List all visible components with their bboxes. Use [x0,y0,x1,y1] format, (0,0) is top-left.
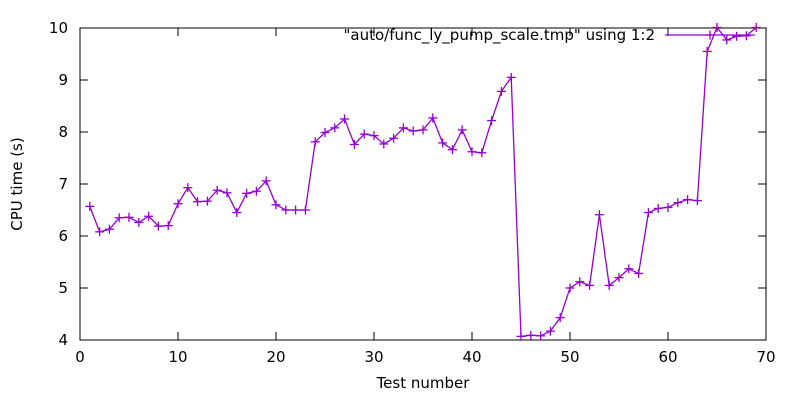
y-tick-label: 9 [58,71,68,89]
y-tick-label: 7 [58,175,68,193]
y-tick-label: 6 [58,227,68,245]
x-tick-label: 10 [168,348,187,366]
legend-entry-label: "auto/func_ly_pump_scale.tmp" using 1:2 [344,26,655,45]
x-tick-label: 50 [560,348,579,366]
y-axis-ticks: 4 5 6 7 8 9 10 [49,19,766,349]
legend-sample-marker [705,30,715,40]
legend: "auto/func_ly_pump_scale.tmp" using 1:2 [344,26,755,45]
axis-border [79,27,767,341]
x-tick-label: 30 [364,348,383,366]
x-tick-label: 20 [266,348,285,366]
y-tick-label: 4 [58,331,68,349]
x-tick-label: 0 [75,348,85,366]
y-axis-title: CPU time (s) [8,137,26,230]
x-axis-ticks: 0 10 20 30 40 50 60 70 [75,28,776,366]
series-markers [85,22,761,341]
y-tick-label: 5 [58,279,68,297]
y-tick-label: 10 [49,19,68,37]
x-tick-label: 60 [658,348,677,366]
y-tick-label: 8 [58,123,68,141]
x-axis-title: Test number [376,374,471,392]
plot-frame [79,27,767,341]
data-series-layer [85,22,761,341]
series-line [89,26,757,338]
x-tick-label: 70 [756,348,775,366]
x-tick-label: 40 [462,348,481,366]
